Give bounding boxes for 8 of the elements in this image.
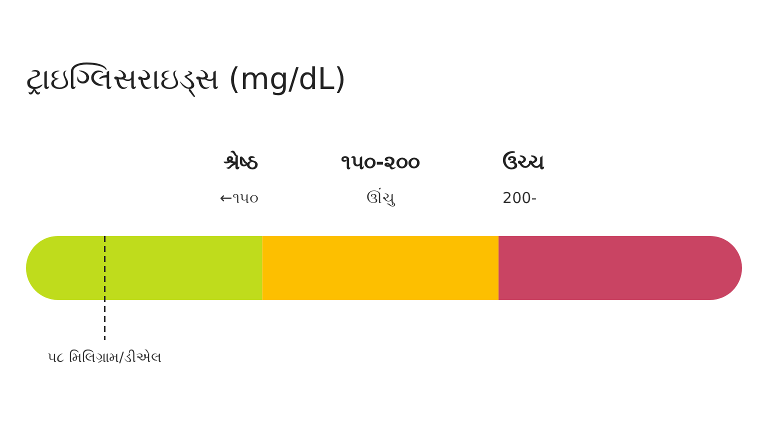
text: શ્રેષ્ઠ	[223, 150, 258, 174]
chart-title: ટ્રાઇગ્લિસરાઇડ્સ (mg/dL)	[26, 62, 346, 97]
text: ૧૫૦-૨૦૦	[340, 150, 420, 174]
text: ઊંચુ	[366, 187, 396, 207]
text: ઉચ્ચ	[502, 150, 545, 174]
text: ←૧૫૦	[220, 189, 258, 207]
text: 200-	[502, 189, 537, 207]
ref-line-label: ૫૮ મિલિગ્રામ/ડીએલ	[48, 349, 162, 366]
